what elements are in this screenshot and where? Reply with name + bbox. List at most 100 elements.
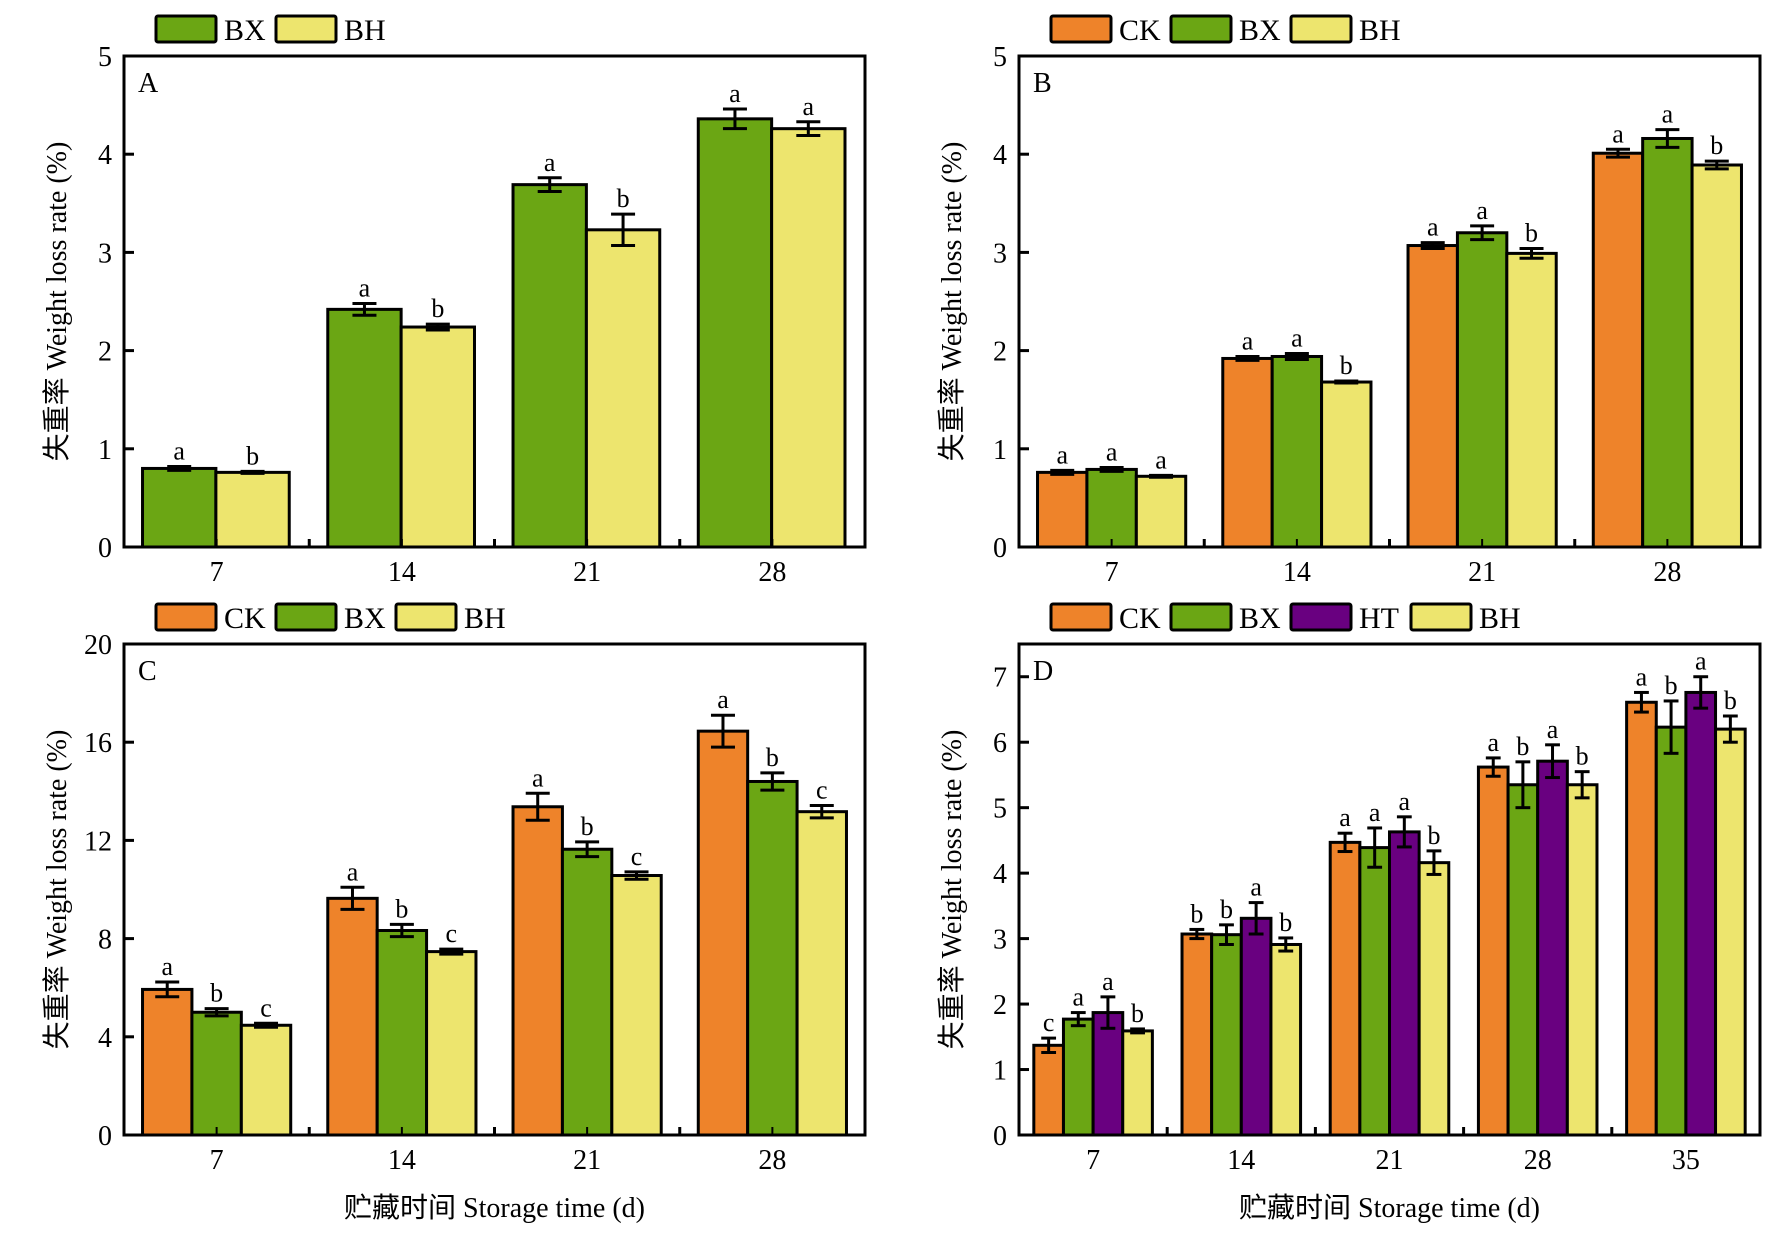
significance-label: a <box>161 952 173 981</box>
legend-label: BH <box>1479 602 1521 635</box>
bars: a a a a b b b a <box>141 79 847 549</box>
significance-label: c <box>446 919 458 948</box>
significance-label: c <box>260 993 272 1022</box>
x-tick-label: 21 <box>1376 1145 1404 1176</box>
y-axis: 0 1 2 3 4 5 <box>98 42 134 564</box>
error-bar <box>1574 770 1590 800</box>
significance-label: b <box>1710 131 1723 160</box>
bar-bh-7 <box>239 1023 293 1137</box>
bar-bx-28 <box>746 779 799 1137</box>
bar-bh-21 <box>1417 861 1451 1137</box>
x-tick-label: 7 <box>1105 557 1119 588</box>
significance-label: b <box>581 812 594 841</box>
bar-bx-7 <box>141 466 218 549</box>
bar-bx-14 <box>1270 354 1324 549</box>
error-bar <box>1235 354 1260 362</box>
significance-label: a <box>1662 100 1674 129</box>
legend: CK BX HT BH <box>1049 602 1521 635</box>
significance-label: a <box>173 436 185 465</box>
legend-label: BX <box>224 14 266 47</box>
significance-label: a <box>1242 326 1254 355</box>
error-bar <box>352 301 377 317</box>
error-bar <box>1704 159 1729 171</box>
error-bar <box>1396 815 1412 849</box>
bar-bh-28 <box>770 127 847 549</box>
y-tick-label: 20 <box>84 630 112 661</box>
y-axis-title: 失重率 Weight loss rate (%) <box>41 730 73 1050</box>
legend-item-bx: BX <box>1169 602 1281 635</box>
error-bar <box>1337 831 1353 854</box>
significance-label: a <box>1056 440 1068 469</box>
legend-swatch <box>1289 14 1353 44</box>
bar-bh-14 <box>1269 942 1303 1137</box>
legend-label: HT <box>1359 602 1399 635</box>
panel-letter: C <box>138 656 157 687</box>
error-bar <box>611 212 636 248</box>
significance-label: a <box>544 148 556 177</box>
error-bar <box>1219 923 1234 946</box>
bar-bx-7 <box>190 1010 243 1137</box>
legend-label: BH <box>464 602 506 635</box>
significance-label: b <box>210 979 223 1008</box>
error-bar <box>1515 760 1531 810</box>
y-tick-label: 3 <box>993 925 1007 956</box>
y-tick-label: 8 <box>98 925 112 956</box>
panel-b: a a a a a a a a a b b b 0 1 2 3 4 5 7 14 21 28 B 失重率 Weight los… <box>936 14 1762 588</box>
y-tick-label: 2 <box>993 337 1007 368</box>
significance-label: a <box>1250 873 1262 902</box>
error-bar <box>525 791 550 822</box>
y-tick-label: 1 <box>98 435 112 466</box>
y-axis: 0 1 2 3 4 5 <box>993 42 1029 564</box>
significance-label: a <box>1427 213 1439 242</box>
bar-ck-7 <box>1032 1043 1065 1137</box>
error-bar <box>1248 901 1264 936</box>
bar-bh-28 <box>795 810 848 1137</box>
error-bar <box>1189 927 1205 941</box>
significance-label: a <box>729 79 741 108</box>
error-bar <box>340 885 365 911</box>
y-axis: 0 4 8 12 16 20 <box>84 630 134 1152</box>
error-bar <box>204 1007 229 1018</box>
legend: CK BX BH <box>154 602 506 635</box>
bar-bx-21 <box>1358 846 1391 1137</box>
significance-label: b <box>1340 351 1353 380</box>
significance-label: a <box>1487 728 1499 757</box>
bar-bx-21 <box>560 847 614 1137</box>
y-tick-label: 0 <box>993 1121 1007 1152</box>
x-axis: 7 14 21 28 35 <box>1086 1127 1700 1176</box>
error-bar <box>1334 379 1359 385</box>
bars: a a a a a a a a a b b b <box>1036 100 1743 549</box>
significance-label: a <box>1399 787 1411 816</box>
significance-label: a <box>1339 803 1351 832</box>
significance-label: b <box>766 743 779 772</box>
bar-bx-14 <box>326 307 403 549</box>
error-bar <box>1420 241 1445 250</box>
error-bar <box>1470 224 1495 242</box>
legend-label: CK <box>1119 14 1161 47</box>
bar-ht-14 <box>1239 916 1273 1137</box>
panel-letter: A <box>138 68 159 99</box>
error-bar <box>1149 473 1174 479</box>
significance-label: a <box>1102 967 1114 996</box>
error-bar <box>389 922 414 939</box>
x-tick-label: 14 <box>1283 557 1311 588</box>
bar-bx-21 <box>511 183 588 549</box>
y-tick-label: 7 <box>993 663 1007 694</box>
bar-bh-14 <box>425 950 478 1137</box>
legend-label: BX <box>1239 602 1281 635</box>
y-axis: 0 1 2 3 4 5 6 7 <box>993 663 1029 1152</box>
y-tick-label: 4 <box>993 859 1007 890</box>
x-axis: 7 14 21 28 <box>210 1127 786 1176</box>
y-axis-title: 失重率 Weight loss rate (%) <box>936 142 968 462</box>
significance-label: a <box>803 92 815 121</box>
bar-bh-21 <box>610 874 663 1137</box>
significance-label: a <box>1369 798 1381 827</box>
legend-item-ck: CK <box>1049 14 1161 47</box>
legend: CK BX BH <box>1049 14 1401 47</box>
y-tick-label: 5 <box>993 42 1007 73</box>
significance-label: b <box>1427 821 1440 850</box>
legend-label: BH <box>344 14 386 47</box>
error-bar <box>425 322 450 332</box>
y-axis-title: 失重率 Weight loss rate (%) <box>41 142 73 462</box>
